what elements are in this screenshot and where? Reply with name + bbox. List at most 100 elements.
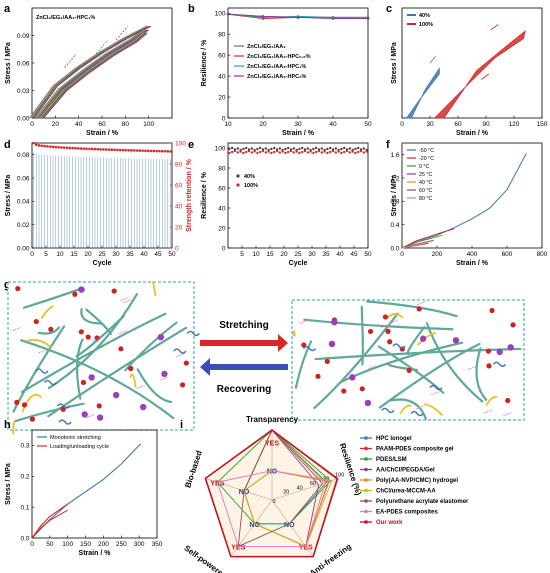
eg-molecule: [429, 384, 443, 391]
resilience-point: [273, 146, 276, 150]
hpc-chain: [292, 330, 296, 337]
y-axis-title: Stress / MPa: [5, 175, 12, 217]
panel-letter-a: a: [4, 3, 11, 15]
retention-point: [74, 146, 77, 150]
ion-red: [367, 328, 374, 335]
ion-red: [406, 367, 412, 373]
ion-red: [96, 403, 102, 409]
y-tick-label: 80: [218, 31, 226, 38]
resilience-point: [287, 146, 290, 150]
x-tick-label: 30: [294, 121, 302, 128]
ion-red: [387, 339, 393, 345]
hpc-chain: [12, 421, 15, 435]
x-tick-label: 20: [259, 121, 267, 128]
legend-marker: [364, 457, 368, 461]
resilience-point: [267, 150, 270, 153]
polymer-chain: [47, 326, 188, 418]
resilience-point: [351, 150, 354, 153]
x-axis-title: Cycle: [289, 260, 308, 267]
hydrogen-bond: [483, 409, 493, 414]
retention-point: [138, 149, 142, 152]
resilience-point: [261, 149, 265, 153]
legend-label: Loading/unloading cycle: [50, 444, 109, 450]
legend-label: 40%: [419, 13, 430, 19]
panel-letter-i: i: [180, 419, 183, 431]
legend-marker: [236, 174, 240, 178]
polymer-chain: [37, 326, 60, 335]
legend-label: 100%: [244, 183, 258, 189]
radar-axis-title: Transparency: [246, 415, 299, 424]
temperature-curve: [401, 228, 455, 249]
resilience-point: [337, 150, 340, 153]
hydrogen-bond: [503, 412, 512, 417]
y-axis-title: Stress / MPa: [5, 42, 12, 84]
y-tick-label: 0.06: [17, 60, 30, 67]
x-tick-label: 400: [467, 251, 478, 258]
resilience-point: [256, 151, 259, 155]
resilience-point: [315, 146, 318, 150]
retention-point: [48, 145, 52, 148]
resilience-point: [320, 147, 323, 150]
legend-label: 60 °C: [419, 188, 432, 194]
polymer-chain: [136, 368, 173, 404]
retention-point: [76, 147, 80, 150]
cycle-curve: [36, 29, 146, 119]
x-tick-label: 20: [52, 121, 60, 128]
resilience-point: [323, 150, 326, 153]
ion-red: [382, 314, 389, 320]
cycle-curve: [42, 32, 147, 119]
radar-no-label: NO: [267, 469, 278, 476]
retention-point: [141, 149, 144, 152]
cycle-curve: [30, 25, 148, 119]
retention-point: [102, 148, 105, 151]
stretched-network: [291, 299, 525, 421]
resilience-point: [362, 147, 365, 150]
resilience-point: [320, 151, 323, 154]
y-tick-label: 0.2: [20, 474, 29, 481]
polymer-chain: [475, 347, 488, 401]
ion-red: [485, 348, 492, 354]
resilience-point: [278, 151, 281, 154]
resilience-point: [242, 151, 245, 155]
y-tick-label: 0.00: [17, 245, 30, 252]
polymer-chain: [425, 322, 484, 403]
radar-yes-label: YES: [231, 544, 245, 551]
radar-series-polygon: [216, 470, 330, 547]
data-point: [331, 17, 335, 20]
eg-molecule: [302, 345, 317, 352]
legend-label: AA/ChCl/PEGDA/Gel: [376, 468, 435, 474]
plot-frame: [227, 142, 369, 249]
y-tick-label: 0.04: [17, 199, 30, 206]
ion-red: [510, 322, 516, 328]
resilience-point: [329, 146, 332, 150]
cycle-curve: [41, 32, 146, 119]
resilience-point: [354, 147, 357, 151]
radar-spoke: [205, 478, 273, 501]
polymer-chain: [294, 340, 313, 389]
hydrogen-bond: [299, 319, 309, 324]
resilience-point: [334, 151, 337, 154]
eg-molecule: [58, 419, 72, 425]
retention-point: [104, 148, 108, 151]
hpc-chain: [151, 280, 157, 297]
y-tick-label: 80: [218, 165, 226, 172]
x-tick-label: 60: [454, 121, 462, 128]
x-axis-title: Cycle: [93, 260, 112, 267]
retention-point: [51, 145, 55, 149]
legend-marker: [364, 520, 368, 524]
x-tick-label: 250: [116, 541, 127, 548]
legend-label: PDES/LSM: [376, 457, 407, 463]
legend-label: EA-PDES composites: [376, 510, 438, 516]
resilience-point: [239, 150, 242, 153]
eg-molecule: [186, 330, 200, 337]
legend-marker: [364, 488, 368, 493]
resilience-point: [289, 149, 293, 153]
polymer-chain: [12, 325, 66, 413]
resilience-point: [236, 151, 239, 154]
cycle-curve: [38, 29, 148, 119]
ion-red: [33, 318, 39, 325]
panel-c: 0 30 60 90 120 150 Strain / % Stress / MPa 40% 10…: [391, 7, 548, 137]
x-tick-label: 0: [30, 121, 34, 128]
x-axis-title: Strain / %: [86, 130, 119, 137]
resilience-point: [340, 151, 343, 155]
